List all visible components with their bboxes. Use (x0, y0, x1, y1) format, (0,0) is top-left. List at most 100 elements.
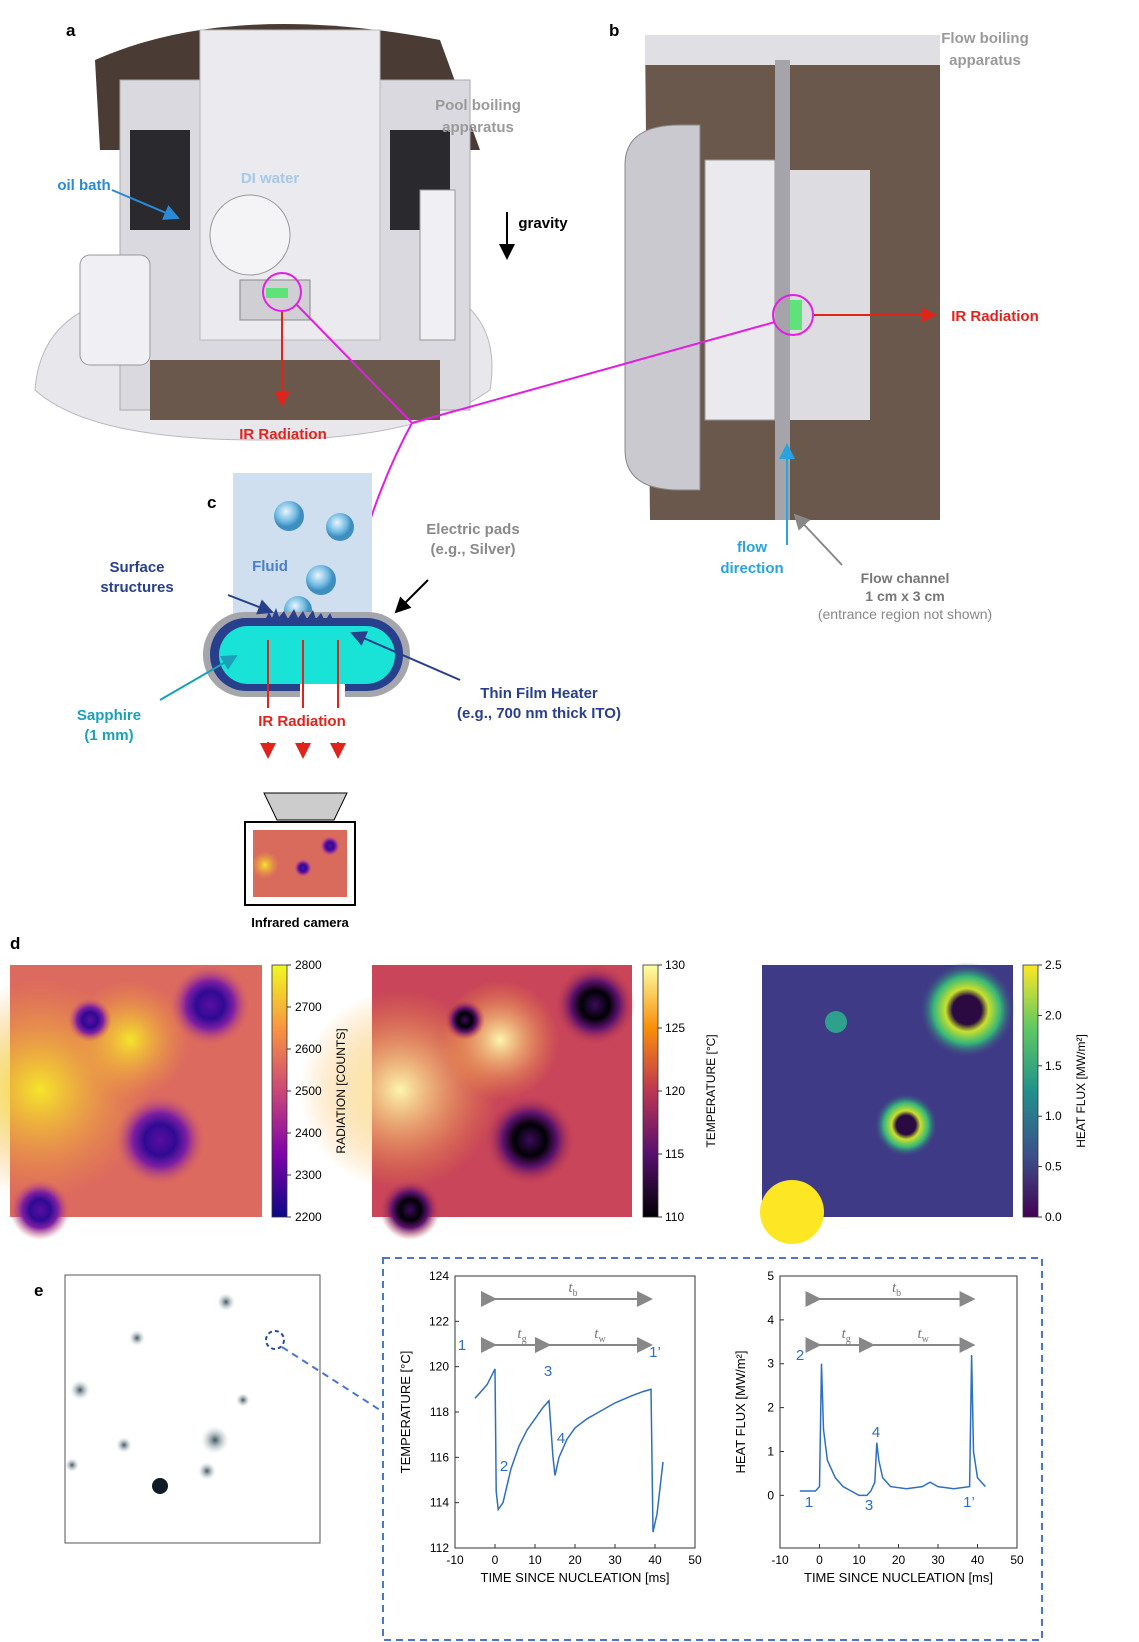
colorbar-tick-label: 0.5 (1045, 1160, 1062, 1174)
colorbar-tick-label: 2500 (295, 1084, 322, 1098)
heater-schematic (160, 473, 460, 905)
colorbar-tick-label: 2300 (295, 1168, 322, 1182)
interval-label: tg (842, 1326, 851, 1345)
point-label: 3 (865, 1497, 873, 1514)
colorbar-tick-label: 110 (665, 1210, 684, 1224)
y-axis-label: HEAT FLUX [MW/m²] (733, 1350, 748, 1473)
figure: a Pool boiling apparatus DI water oil ba… (0, 0, 1139, 1642)
x-tick-label: -10 (771, 1553, 789, 1567)
colorbar (272, 965, 287, 1217)
point-label: 4 (872, 1424, 880, 1441)
interval-subscript: g (846, 1334, 851, 1345)
colorbar-tick-label: 2600 (295, 1042, 322, 1056)
x-tick-label: 0 (492, 1553, 499, 1567)
colorbar (1023, 965, 1038, 1217)
interval-label: tw (917, 1326, 929, 1345)
interval-label: tw (594, 1326, 606, 1345)
heatmap-images (0, 962, 1015, 1244)
apparatus-title: apparatus (442, 119, 514, 136)
pads-label: Electric pads (426, 521, 519, 538)
apparatus-title: Flow boiling (941, 30, 1028, 47)
colorbar-tick-label: 2200 (295, 1210, 322, 1224)
apparatus-title: apparatus (949, 52, 1021, 69)
y-tick-label: 122 (429, 1314, 449, 1328)
point-label: 1 (458, 1337, 466, 1354)
x-tick-label: 50 (688, 1553, 702, 1567)
x-tick-label: 20 (568, 1553, 582, 1567)
pads-label: (e.g., Silver) (430, 541, 515, 558)
panel-label: a (66, 21, 76, 40)
gravity-label: gravity (518, 215, 568, 232)
radiation-label: IR Radiation (951, 308, 1039, 325)
data-line (475, 1369, 663, 1532)
plot-frame (780, 1276, 1017, 1548)
radiation-label: IR Radiation (239, 426, 327, 443)
point-label: 1 (805, 1494, 813, 1511)
x-tick-label: 10 (852, 1553, 866, 1567)
panel-label: b (609, 21, 619, 40)
y-tick-label: 118 (430, 1405, 449, 1419)
x-tick-label: 30 (931, 1553, 945, 1567)
x-tick-label: 10 (528, 1553, 542, 1567)
heater-label: Thin Film Heater (480, 685, 598, 702)
colorbar-tick-label: 125 (665, 1021, 685, 1035)
x-tick-label: -10 (446, 1553, 464, 1567)
x-axis-label: TIME SINCE NUCLEATION [ms] (481, 1570, 670, 1585)
colorbar-tick-label: 2700 (295, 1000, 322, 1014)
x-tick-label: 30 (608, 1553, 622, 1567)
point-label: 1’ (963, 1494, 975, 1511)
x-tick-label: 0 (816, 1553, 823, 1567)
colorbar-tick-label: 115 (665, 1147, 684, 1161)
point-label: 2 (500, 1458, 508, 1475)
interval-subscript: b (573, 1288, 578, 1299)
y-tick-label: 120 (429, 1360, 449, 1374)
point-label: 2 (796, 1347, 804, 1364)
y-tick-label: 0 (767, 1488, 774, 1502)
y-tick-label: 3 (767, 1357, 774, 1371)
interval-subscript: b (896, 1288, 901, 1299)
x-tick-label: 40 (971, 1553, 985, 1567)
colorbar-tick-label: 130 (665, 958, 685, 972)
interval-label: tg (517, 1326, 526, 1345)
colorbar-tick-label: 2.0 (1045, 1008, 1062, 1022)
colorbar-tick-label: 2400 (295, 1126, 322, 1140)
y-tick-label: 5 (767, 1269, 774, 1283)
channel-label: Flow channel (861, 570, 950, 586)
structures-label: Surface (109, 559, 164, 576)
point-label: 1’ (649, 1344, 661, 1361)
sapphire-label: Sapphire (77, 707, 141, 724)
colorbar-tick-label: 1.5 (1045, 1059, 1062, 1073)
sapphire-label: (1 mm) (84, 727, 133, 744)
interval-label: tb (568, 1280, 577, 1299)
panel-label: c (207, 493, 216, 512)
colorbar-tick-label: 2800 (295, 958, 322, 972)
point-label: 4 (557, 1430, 565, 1447)
y-axis-label: TEMPERATURE [°C] (398, 1351, 413, 1474)
channel-label: (entrance region not shown) (818, 606, 992, 622)
y-tick-label: 1 (767, 1444, 774, 1458)
fluid-label: Fluid (252, 558, 288, 575)
colorbar-tick-label: 1.0 (1045, 1109, 1062, 1123)
interval-subscript: w (598, 1334, 606, 1345)
fluid-label: DI water (241, 170, 300, 187)
x-axis-label: TIME SINCE NUCLEATION [ms] (804, 1570, 993, 1585)
colorbar-label: HEAT FLUX [MW/m²] (1074, 1034, 1088, 1148)
interval-subscript: g (522, 1334, 527, 1345)
x-tick-label: 50 (1010, 1553, 1024, 1567)
bath-label: oil bath (57, 177, 110, 194)
structures-label: structures (100, 579, 173, 596)
y-tick-label: 112 (430, 1541, 449, 1555)
x-tick-label: 20 (892, 1553, 906, 1567)
x-tick-label: 40 (648, 1553, 662, 1567)
panel-label: d (10, 934, 20, 953)
channel-label: 1 cm x 3 cm (865, 588, 944, 604)
colorbar-label: TEMPERATURE [°C] (704, 1034, 718, 1147)
y-tick-label: 2 (767, 1401, 774, 1415)
flow-label: direction (720, 560, 783, 577)
interval-label: tb (892, 1280, 901, 1299)
y-tick-label: 114 (430, 1496, 449, 1510)
apparatus-title: Pool boiling (435, 97, 521, 114)
radiation-label: IR Radiation (258, 713, 346, 730)
interval-subscript: w (922, 1334, 930, 1345)
y-tick-label: 116 (430, 1450, 449, 1464)
